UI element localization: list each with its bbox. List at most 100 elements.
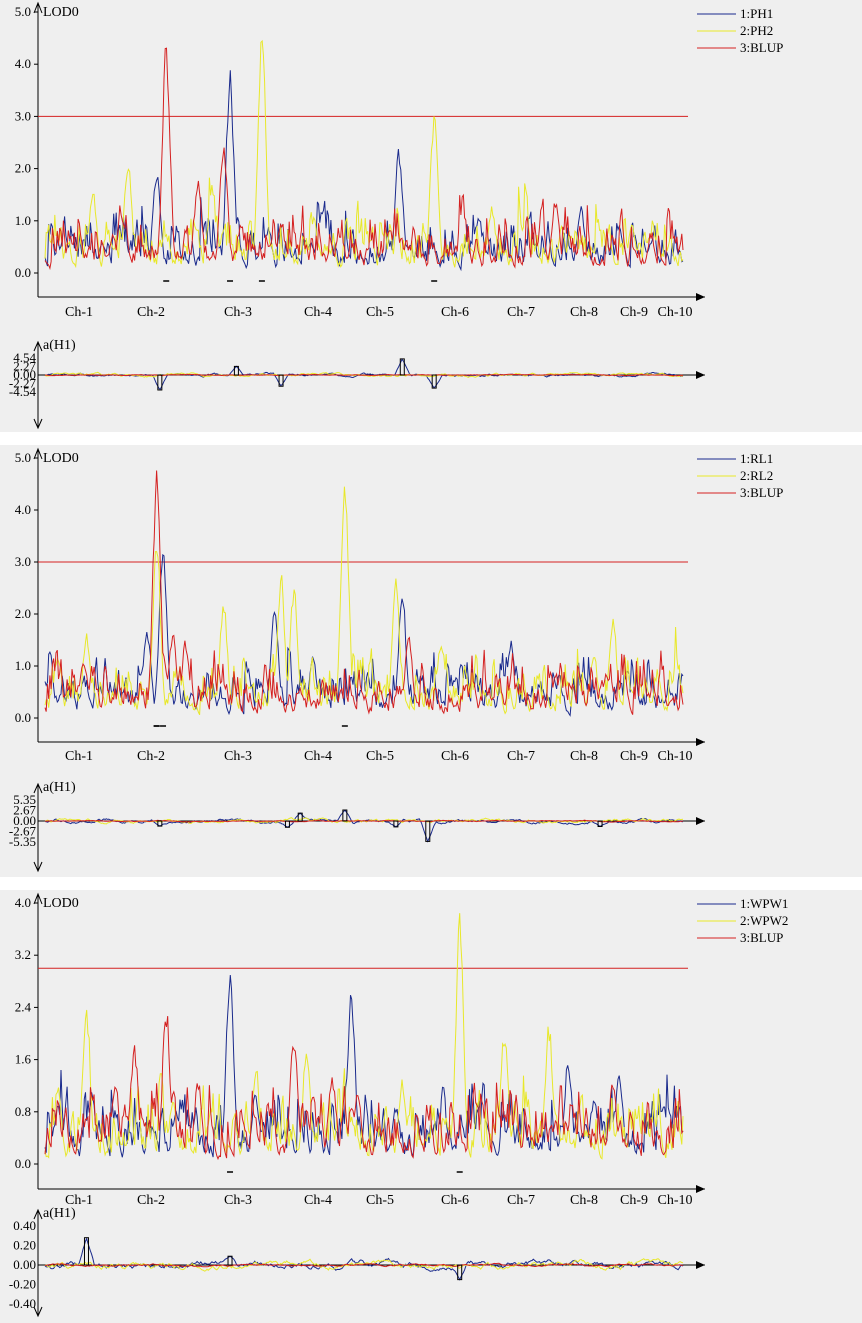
legend-label: 2:WPW2 — [740, 913, 788, 928]
effect-y-arrow-down — [33, 418, 43, 430]
chromosome-label: Ch-9 — [620, 305, 648, 320]
effect-bar — [284, 820, 290, 828]
chromosome-label: Ch-9 — [620, 1193, 648, 1208]
effect-bar — [233, 365, 239, 376]
effect-tick-label: 0.20 — [13, 1238, 36, 1253]
chromosome-label: Ch-8 — [570, 749, 598, 764]
effect-tick-label: 5.35 — [13, 792, 36, 807]
series-line-3 — [44, 470, 684, 715]
legend-label: 1:RL1 — [740, 451, 773, 466]
effect-tick-label: 0.00 — [13, 367, 36, 382]
chromosome-label: Ch-5 — [366, 749, 394, 764]
chromosome-label: Ch-2 — [137, 305, 165, 320]
chromosome-label: Ch-4 — [304, 1193, 332, 1208]
effect-line-3 — [44, 373, 684, 377]
chromosome-label: Ch-4 — [304, 305, 332, 320]
effect-axis-title: a(H1) — [43, 780, 76, 795]
effect-tick-label: -2.67 — [9, 823, 37, 838]
effect-tick-label: 0.40 — [13, 1218, 36, 1233]
chromosome-label: Ch-10 — [658, 1193, 693, 1208]
lod-y-axis-arrow — [33, 447, 43, 460]
lod-tick-label: 5.0 — [15, 450, 31, 465]
effect-line-3 — [45, 819, 684, 823]
effect-bar — [278, 374, 284, 387]
effect-bar — [425, 820, 431, 842]
effect-tick-label: -5.35 — [9, 834, 36, 849]
legend-label: 2:PH2 — [740, 23, 773, 38]
lod-tick-label: 4.0 — [15, 56, 31, 71]
lod-tick-label: 5.0 — [15, 4, 31, 19]
series-line-1 — [44, 974, 684, 1158]
lod-tick-label: 2.4 — [15, 999, 32, 1014]
lod-tick-label: 1.6 — [15, 1052, 32, 1067]
effect-y-arrow-down — [33, 1306, 43, 1318]
lod-axis-title: LOD0 — [43, 451, 79, 466]
effect-bar — [431, 374, 437, 389]
lod-tick-label: 0.0 — [15, 265, 31, 280]
chromosome-label: Ch-7 — [507, 305, 535, 320]
chromosome-label: Ch-6 — [441, 1193, 469, 1208]
effect-tick-label: 0.00 — [13, 1257, 36, 1272]
effect-axis-arrow — [696, 1261, 705, 1269]
chromosome-label: Ch-3 — [224, 1193, 252, 1208]
lod-tick-label: 2.0 — [15, 161, 31, 176]
effect-bar — [157, 374, 163, 391]
effect-tick-label: -0.20 — [9, 1277, 36, 1292]
effect-bar — [227, 1255, 233, 1266]
panel-background — [0, 445, 862, 877]
effect-tick-label: -2.27 — [9, 376, 37, 391]
chromosome-label: Ch-10 — [658, 305, 693, 320]
x-axis-arrow — [696, 738, 705, 746]
series-line-3 — [44, 47, 684, 271]
chromosome-label: Ch-7 — [507, 749, 535, 764]
legend-label: 2:RL2 — [740, 468, 773, 483]
effect-axis-title: a(H1) — [43, 1206, 76, 1221]
lod-tick-label: 1.0 — [15, 658, 31, 673]
lod-tick-label: 3.0 — [15, 108, 31, 123]
effect-bar — [457, 1264, 463, 1281]
x-axis-arrow — [696, 293, 705, 301]
effect-line-2 — [44, 371, 684, 378]
effect-bar — [83, 1237, 89, 1266]
chart-panel-ph: LOD0 0.0 1.0 2.0 3.0 4.0 5.0 Ch-1 Ch-2 Ch-3 Ch-4 Ch… — [0, 0, 862, 432]
lod-tick-label: 0.0 — [15, 1156, 31, 1171]
legend-label: 3:BLUP — [740, 485, 783, 500]
effect-bar — [157, 820, 163, 827]
effect-axis-arrow — [696, 817, 705, 825]
effect-tick-label: 0.00 — [13, 813, 36, 828]
chromosome-label: Ch-8 — [570, 305, 598, 320]
lod-tick-label: 4.0 — [15, 895, 31, 910]
effect-tick-label: 2.67 — [13, 803, 36, 818]
effect-tick-label: 2.27 — [13, 359, 36, 374]
effect-tick-label: 4.54 — [13, 350, 36, 365]
chromosome-label: Ch-1 — [65, 749, 93, 764]
lod-tick-label: 0.8 — [15, 1104, 31, 1119]
lod-axis-title: LOD0 — [43, 5, 79, 20]
lod-y-axis-arrow — [33, 892, 43, 905]
lod-tick-label: 0.0 — [15, 710, 31, 725]
chromosome-label: Ch-9 — [620, 749, 648, 764]
chromosome-label: Ch-4 — [304, 749, 332, 764]
chromosome-label: Ch-1 — [65, 1193, 93, 1208]
chromosome-label: Ch-3 — [224, 305, 252, 320]
x-axis-arrow — [696, 1185, 705, 1193]
effect-bar — [393, 820, 399, 828]
effect-y-arrow-up — [33, 340, 43, 352]
chromosome-label: Ch-6 — [441, 305, 469, 320]
legend-label: 3:BLUP — [740, 930, 783, 945]
effect-bar — [597, 820, 603, 827]
lod-tick-label: 4.0 — [15, 502, 31, 517]
effect-y-arrow-up — [33, 1208, 43, 1220]
chromosome-label: Ch-8 — [570, 1193, 598, 1208]
chromosome-label: Ch-3 — [224, 749, 252, 764]
lod-tick-label: 1.0 — [15, 213, 31, 228]
effect-axis-arrow — [696, 371, 705, 379]
effect-bar — [342, 809, 348, 822]
chart-panel-wpw: LOD0 0.0 0.8 1.6 2.4 3.2 4.0 Ch-1 Ch-2 Ch-3 Ch-4 Ch… — [0, 890, 862, 1323]
chromosome-label: Ch-2 — [137, 749, 165, 764]
series-line-3 — [44, 1016, 684, 1161]
legend-label: 1:PH1 — [740, 6, 773, 21]
panel-background — [0, 0, 862, 432]
chromosome-label: Ch-6 — [441, 749, 469, 764]
